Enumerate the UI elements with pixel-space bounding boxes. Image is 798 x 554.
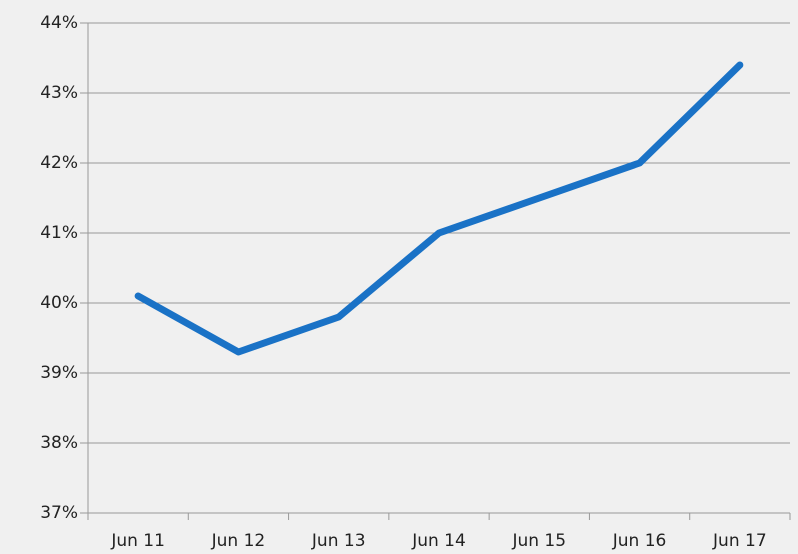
y-tick-label: 44% xyxy=(40,13,78,33)
x-tick-label: Jun 11 xyxy=(110,531,165,551)
x-tick-label: Jun 14 xyxy=(411,531,466,551)
y-tick-label: 37% xyxy=(40,503,78,523)
y-tick-label: 43% xyxy=(40,83,78,103)
y-tick-label: 42% xyxy=(40,153,78,173)
x-tick-label: Jun 15 xyxy=(511,531,566,551)
x-tick-label: Jun 12 xyxy=(211,531,266,551)
y-tick-label: 39% xyxy=(40,363,78,383)
x-tick-label: Jun 16 xyxy=(612,531,667,551)
y-tick-label: 40% xyxy=(40,293,78,313)
x-tick-label: Jun 17 xyxy=(712,531,767,551)
x-tick-label: Jun 13 xyxy=(311,531,366,551)
data-line xyxy=(134,61,744,356)
y-tick-label: 38% xyxy=(40,433,78,453)
y-tick-label: 41% xyxy=(40,223,78,243)
